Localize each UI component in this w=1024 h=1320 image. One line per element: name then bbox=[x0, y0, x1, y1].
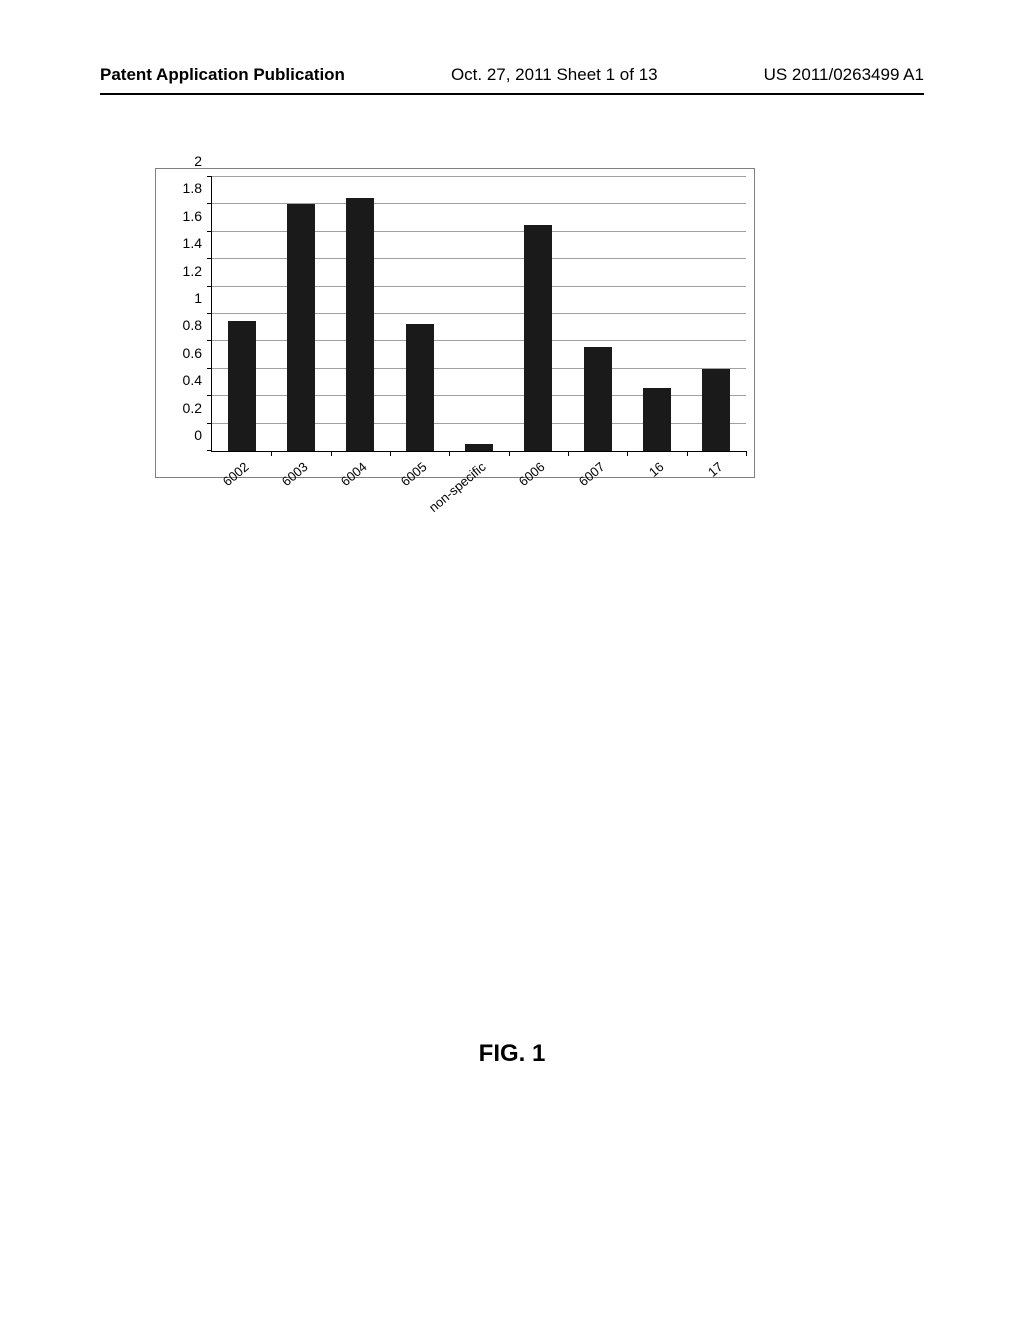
bar bbox=[406, 324, 434, 451]
y-tick-mark bbox=[207, 368, 212, 369]
x-tick-label: 6003 bbox=[279, 459, 311, 489]
x-tick-mark bbox=[568, 451, 569, 456]
bar bbox=[584, 347, 612, 451]
y-tick-mark bbox=[207, 176, 212, 177]
gridline bbox=[212, 176, 746, 177]
x-tick-label: non-specific bbox=[426, 459, 489, 515]
header-publication-type: Patent Application Publication bbox=[100, 65, 345, 85]
x-tick-label: 6006 bbox=[516, 459, 548, 489]
x-tick-mark bbox=[509, 451, 510, 456]
x-tick-mark bbox=[271, 451, 272, 456]
bar bbox=[346, 198, 374, 451]
x-tick-label: 6007 bbox=[576, 459, 608, 489]
y-tick-mark bbox=[207, 450, 212, 451]
x-tick-mark bbox=[390, 451, 391, 456]
figure-caption: FIG. 1 bbox=[0, 1040, 1024, 1068]
y-tick-label: 1.4 bbox=[183, 235, 202, 251]
y-tick-mark bbox=[207, 395, 212, 396]
y-tick-label: 1 bbox=[194, 290, 202, 306]
y-tick-label: 0.4 bbox=[183, 372, 202, 388]
bar bbox=[287, 204, 315, 451]
y-tick-mark bbox=[207, 423, 212, 424]
y-tick-label: 0.8 bbox=[183, 317, 202, 333]
y-tick-mark bbox=[207, 258, 212, 259]
x-tick-label: 6004 bbox=[338, 459, 370, 489]
bar-chart: 00.20.40.60.811.21.41.61.826002600360046… bbox=[155, 168, 755, 478]
y-tick-label: 0.6 bbox=[183, 345, 202, 361]
y-tick-mark bbox=[207, 203, 212, 204]
bar bbox=[228, 321, 256, 451]
bar bbox=[643, 388, 671, 451]
x-tick-label: 16 bbox=[646, 459, 667, 480]
y-tick-label: 2 bbox=[194, 153, 202, 169]
x-tick-mark bbox=[627, 451, 628, 456]
y-tick-mark bbox=[207, 313, 212, 314]
y-tick-mark bbox=[207, 231, 212, 232]
bar bbox=[702, 369, 730, 451]
x-tick-label: 6005 bbox=[398, 459, 430, 489]
x-tick-mark bbox=[746, 451, 747, 456]
header-date-sheet: Oct. 27, 2011 Sheet 1 of 13 bbox=[451, 65, 658, 85]
x-tick-label: 6002 bbox=[220, 459, 252, 489]
y-tick-label: 1.6 bbox=[183, 208, 202, 224]
y-tick-label: 0 bbox=[194, 427, 202, 443]
plot-area: 00.20.40.60.811.21.41.61.826002600360046… bbox=[211, 177, 746, 452]
y-tick-mark bbox=[207, 286, 212, 287]
y-tick-label: 1.2 bbox=[183, 263, 202, 279]
x-tick-mark bbox=[331, 451, 332, 456]
header-divider bbox=[100, 93, 924, 95]
y-tick-label: 0.2 bbox=[183, 400, 202, 416]
x-tick-mark bbox=[449, 451, 450, 456]
bar bbox=[524, 225, 552, 451]
x-tick-mark bbox=[687, 451, 688, 456]
x-tick-label: 17 bbox=[705, 459, 726, 480]
y-tick-label: 1.8 bbox=[183, 180, 202, 196]
bar bbox=[465, 444, 493, 451]
y-tick-mark bbox=[207, 340, 212, 341]
header-publication-number: US 2011/0263499 A1 bbox=[764, 65, 924, 85]
